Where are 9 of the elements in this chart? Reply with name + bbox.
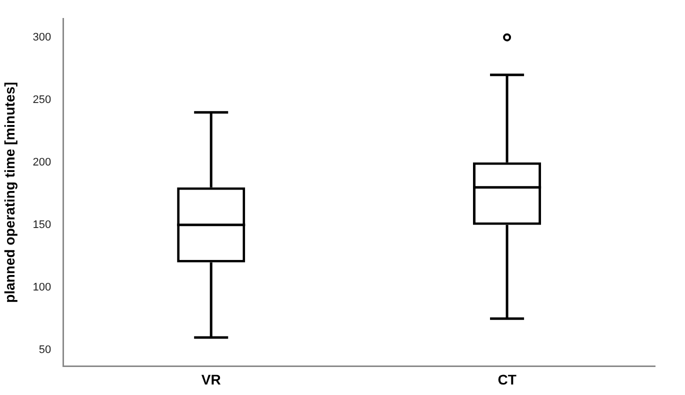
y-tick-label: 200 [32, 156, 52, 168]
y-tick-label: 50 [38, 344, 52, 356]
x-tick-label: VR [201, 371, 221, 388]
x-tick-label: CT [498, 371, 517, 388]
y-tick-label: 300 [32, 31, 52, 44]
y-tick-label: 100 [32, 281, 52, 294]
y-tick-label: 150 [32, 218, 52, 231]
y-tick-label: 250 [32, 94, 52, 106]
y-axis-title: planned operating time [minutes] [1, 82, 18, 303]
